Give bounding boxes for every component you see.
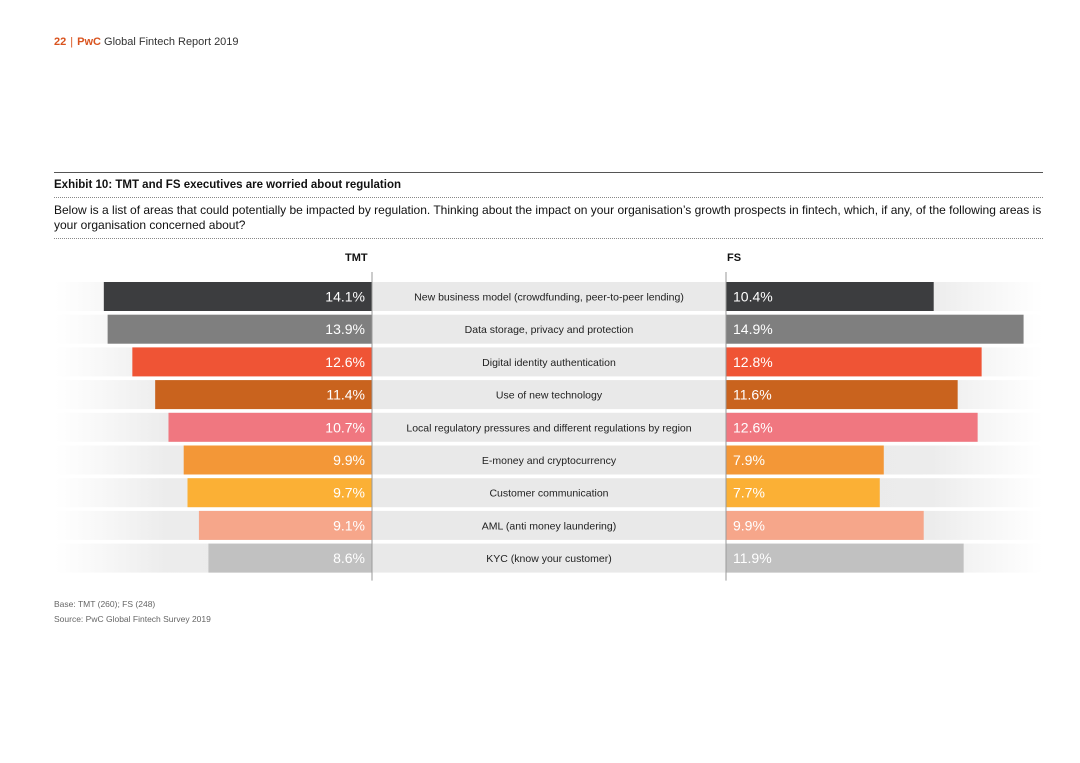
report-title: Global Fintech Report 2019 (104, 36, 239, 48)
fs-bar (726, 314, 1024, 344)
tmt-value-label: 14.1% (325, 289, 365, 305)
fs-bar (726, 347, 982, 377)
fs-value-label: 12.6% (733, 419, 773, 435)
tmt-value-label: 12.6% (325, 354, 365, 370)
category-band (372, 510, 726, 540)
tmt-value-label: 13.9% (325, 321, 365, 337)
fs-bar (726, 412, 978, 442)
fs-value-label: 11.9% (733, 550, 772, 566)
exhibit-title: Exhibit 10: TMT and FS executives are wo… (54, 179, 401, 191)
category-band (372, 445, 726, 475)
category-band (372, 543, 726, 573)
tmt-column-header: TMT (345, 252, 368, 264)
tmt-value-label: 9.1% (333, 517, 365, 533)
fs-value-label: 7.9% (733, 452, 765, 468)
fs-bar (726, 282, 934, 311)
tmt-value-label: 9.7% (333, 485, 365, 501)
tmt-value-label: 10.7% (325, 419, 365, 435)
tmt-bar (155, 380, 372, 410)
category-band (372, 347, 726, 377)
fs-column-header: FS (727, 252, 742, 264)
category-label: Use of new technology (496, 390, 603, 402)
category-band (372, 380, 726, 410)
tmt-value-label: 11.4% (326, 387, 365, 403)
fs-bar (726, 445, 884, 475)
category-band (372, 282, 726, 311)
category-label: KYC (know your customer) (486, 553, 611, 565)
tmt-value-label: 8.6% (333, 550, 365, 566)
category-band (372, 412, 726, 442)
tmt-value-label: 9.9% (333, 452, 365, 468)
category-band (372, 314, 726, 344)
fs-value-label: 12.8% (733, 354, 773, 370)
fs-bar (726, 478, 880, 508)
header-separator: | (70, 36, 74, 48)
tmt-bar (208, 543, 372, 573)
page-number: 22 (54, 36, 67, 48)
category-label: New business model (crowdfunding, peer-t… (414, 292, 684, 304)
tmt-bar (168, 412, 372, 442)
fs-value-label: 11.6% (733, 387, 772, 403)
fs-value-label: 14.9% (733, 321, 773, 337)
category-band (372, 478, 726, 508)
dotted-divider-2 (54, 238, 1043, 239)
brand-name: PwC (77, 36, 101, 48)
fs-bar (726, 510, 924, 540)
category-label: Customer communication (489, 488, 608, 500)
tmt-bar (198, 510, 372, 540)
fs-value-label: 9.9% (733, 517, 765, 533)
tmt-bar (187, 478, 372, 508)
fs-bar (726, 380, 958, 410)
survey-question: Below is a list of areas that could pote… (54, 203, 1042, 232)
category-label: Local regulatory pressures and different… (406, 422, 691, 434)
category-label: AML (anti money laundering) (482, 520, 616, 532)
tmt-bar (183, 445, 372, 475)
page-header: 22 | PwC Global Fintech Report 2019 (54, 36, 239, 48)
tmt-bar (132, 347, 372, 377)
footnote-base: Base: TMT (260); FS (248) (54, 599, 156, 609)
tmt-bar (107, 314, 372, 344)
top-divider (54, 172, 1043, 173)
category-label: E-money and cryptocurrency (482, 455, 617, 467)
fs-value-label: 7.7% (733, 485, 765, 501)
category-label: Digital identity authentication (482, 357, 616, 369)
fs-bar (726, 543, 964, 573)
fs-value-label: 10.4% (733, 289, 773, 305)
footnote-source: Source: PwC Global Fintech Survey 2019 (54, 614, 211, 624)
dotted-divider-1 (54, 197, 1043, 198)
tmt-bar (103, 282, 373, 311)
category-label: Data storage, privacy and protection (465, 324, 634, 336)
